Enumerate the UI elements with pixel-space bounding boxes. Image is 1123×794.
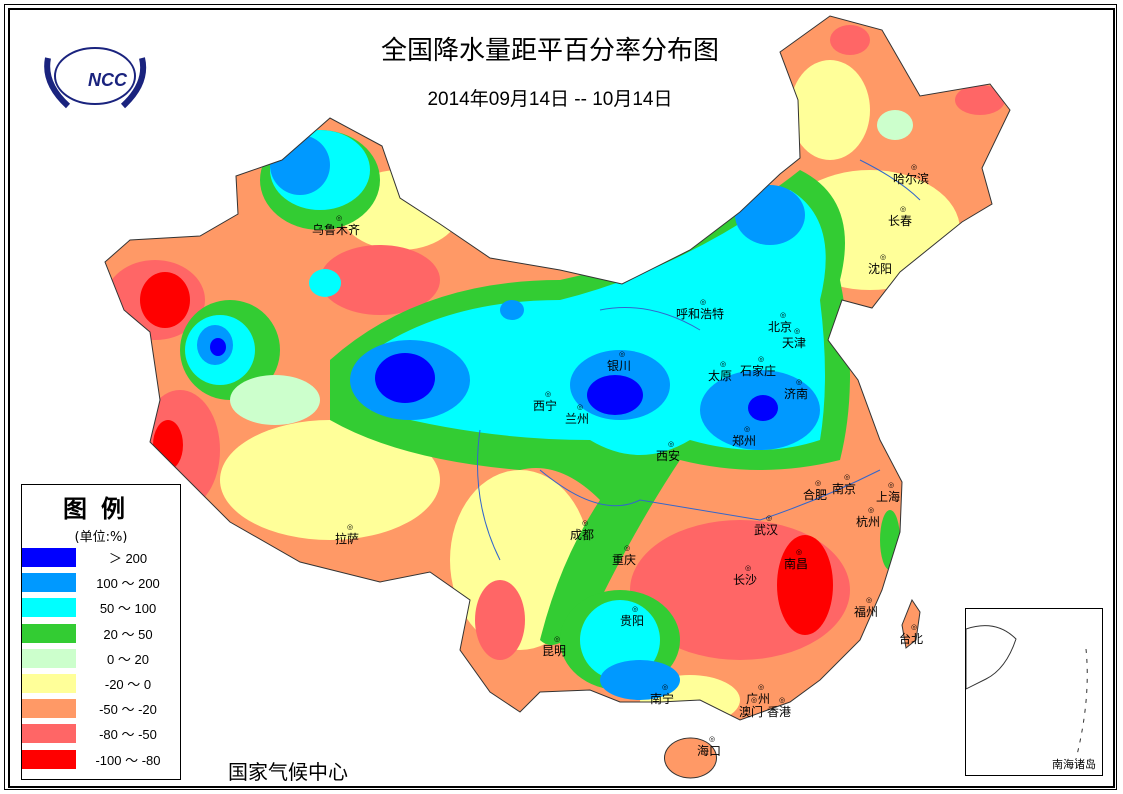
legend-swatch [22,699,76,719]
city-label: 昆明 [542,635,566,659]
legend-swatch [22,648,76,668]
outer-border [4,4,1117,790]
city-label: 重庆 [612,544,636,568]
legend-item: 20 ～ 50 [22,621,180,646]
legend-swatch [22,598,76,618]
legend-item: 50 ～ 100 [22,595,180,620]
city-label: 北京 [768,311,792,335]
legend-item: -80 ～ -50 [22,721,180,746]
city-label: 天津 [782,327,806,351]
legend-label: -80 ～ -50 [99,727,157,743]
city-label: 乌鲁木齐 [312,214,360,238]
legend-swatch [22,724,76,744]
inset-label: 南海诸岛 [1052,758,1096,771]
city-label: 南宁 [650,683,674,707]
legend-item: 0 ～ 20 [22,646,180,671]
city-label: 银川 [607,350,631,374]
city-label: 南昌 [784,548,808,572]
city-label: 哈尔滨 [893,163,929,187]
organization-name: 国家气候中心 [228,760,348,784]
map-border [8,8,1115,788]
legend: 图例 (单位:%) ＞ 200 100 ～ 200 50 ～ 100 20 ～ 50 0… [21,484,181,780]
legend-item: 100 ～ 200 [22,570,180,595]
legend-label: -100 ～ -80 [95,752,161,768]
city-label: 郑州 [732,425,756,449]
ncc-logo: NCC [44,47,147,109]
city-label: 济南 [784,378,808,402]
legend-swatch [22,573,76,593]
city-label: 海口 [697,735,721,759]
city-label: 呼和浩特 [676,298,724,322]
city-label: 福州 [854,596,878,620]
legend-item: ＞ 200 [22,545,180,570]
legend-label: -50 ～ -20 [99,702,157,718]
legend-swatch [22,674,76,694]
city-label: 石家庄 [740,355,776,379]
svg-text:NCC: NCC [88,70,128,90]
city-label: 贵阳 [620,605,644,629]
legend-label: ＞ 200 [108,551,148,567]
city-label: 长沙 [733,564,757,588]
legend-item: -100 ～ -80 [22,747,180,772]
city-label: 合肥 [803,479,827,503]
city-label: 拉萨 [335,523,359,547]
city-label: 香港 [767,696,791,720]
city-label: 太原 [708,360,732,384]
legend-label: -20 ～ 0 [104,677,152,693]
date-range: 2014年09月14日 -- 10月14日 [427,89,673,110]
legend-swatch [22,749,76,769]
city-label: 南京 [832,473,856,497]
legend-item: -50 ～ -20 [22,696,180,721]
legend-label: 50 ～ 100 [99,601,157,617]
city-label: 武汉 [754,514,778,538]
legend-title: 图例 [63,495,139,523]
city-label: 西安 [656,440,680,464]
city-label: 澳门 [739,696,763,720]
city-label: 长春 [888,205,912,229]
map-title: 全国降水量距平百分率分布图 [380,36,719,66]
city-label: 台北 [899,623,923,647]
city-label: 上海 [876,481,900,505]
legend-item: -20 ～ 0 [22,671,180,696]
rivers [477,159,921,561]
south-china-sea-inset: 南海诸岛 [965,608,1103,776]
legend-swatch [22,548,76,568]
city-label: 杭州 [856,506,880,530]
legend-unit: (单位:%) [74,530,128,545]
legend-swatch [22,623,76,643]
legend-label: 100 ～ 200 [96,576,160,592]
city-label: 成都 [570,519,594,543]
legend-label: 20 ～ 50 [103,626,153,642]
city-label: 兰州 [565,403,589,427]
inset-map [965,625,1088,760]
legend-label: 0 ～ 20 [107,651,149,667]
city-label: 西宁 [533,390,557,414]
city-label: 沈阳 [868,253,892,277]
